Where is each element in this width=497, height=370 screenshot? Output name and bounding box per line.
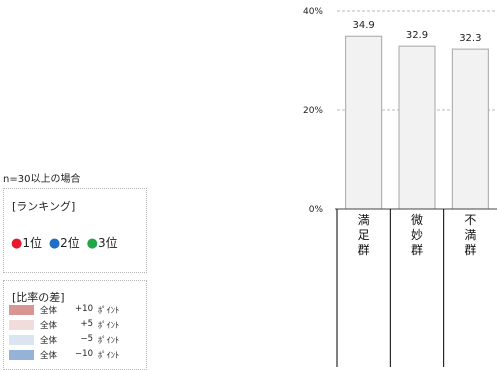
legend-value: −5 (80, 334, 93, 344)
ranking-legend: [ランキング] ●1位 ●2位 ●3位 (3, 188, 147, 273)
y-tick-label: 0% (309, 205, 324, 215)
legend-swatch-minus5 (9, 335, 34, 345)
bar (398, 45, 436, 210)
x-tick-label: 満足群 (358, 213, 370, 257)
ranking-items: ●1位 ●2位 ●3位 (11, 234, 121, 251)
legend-swatch-plus5 (9, 320, 34, 330)
x-tick-label: 不満群 (464, 213, 476, 257)
difference-legend-title: [比率の差] (12, 291, 65, 304)
green-dot-icon: ● (86, 236, 98, 251)
legend-value: −10 (75, 349, 93, 359)
rank-first-label: 1位 (22, 236, 42, 250)
y-tick-label: 40% (303, 7, 323, 17)
legend-total-label: 全体 (40, 306, 58, 316)
x-tick-label: 微妙群 (411, 213, 423, 257)
legend-swatch-minus10 (9, 350, 34, 360)
red-dot-icon: ● (11, 236, 23, 251)
legend-unit: ﾎﾟｲﾝﾄ (98, 321, 120, 331)
rank-second-label: 2位 (60, 236, 80, 250)
rank-first: ●1位 (11, 236, 42, 251)
y-tick-label: 20% (303, 106, 323, 116)
legend-total-label: 全体 (40, 351, 58, 361)
legend-value: +5 (80, 319, 93, 329)
sample-size-note: n=30以上の場合 (3, 174, 81, 185)
blue-dot-icon: ● (48, 236, 61, 251)
rank-second: ●2位 (48, 236, 80, 251)
legend-total-label: 全体 (40, 321, 58, 331)
rank-third-label: 3位 (97, 236, 118, 250)
legend-value: +10 (75, 304, 93, 314)
legend-unit: ﾎﾟｲﾝﾄ (98, 306, 120, 316)
legend-unit: ﾎﾟｲﾝﾄ (98, 351, 120, 361)
rank-third: ●3位 (86, 236, 118, 251)
data-label: 32.9 (406, 30, 428, 41)
bar (451, 48, 489, 210)
ranking-title: [ランキング] (12, 200, 76, 213)
legend-total-label: 全体 (40, 336, 58, 346)
data-label: 32.3 (459, 33, 481, 44)
bar (345, 35, 383, 210)
legend-swatch-plus10 (9, 305, 34, 315)
data-label: 34.9 (353, 20, 375, 31)
legend-unit: ﾎﾟｲﾝﾄ (98, 336, 120, 346)
